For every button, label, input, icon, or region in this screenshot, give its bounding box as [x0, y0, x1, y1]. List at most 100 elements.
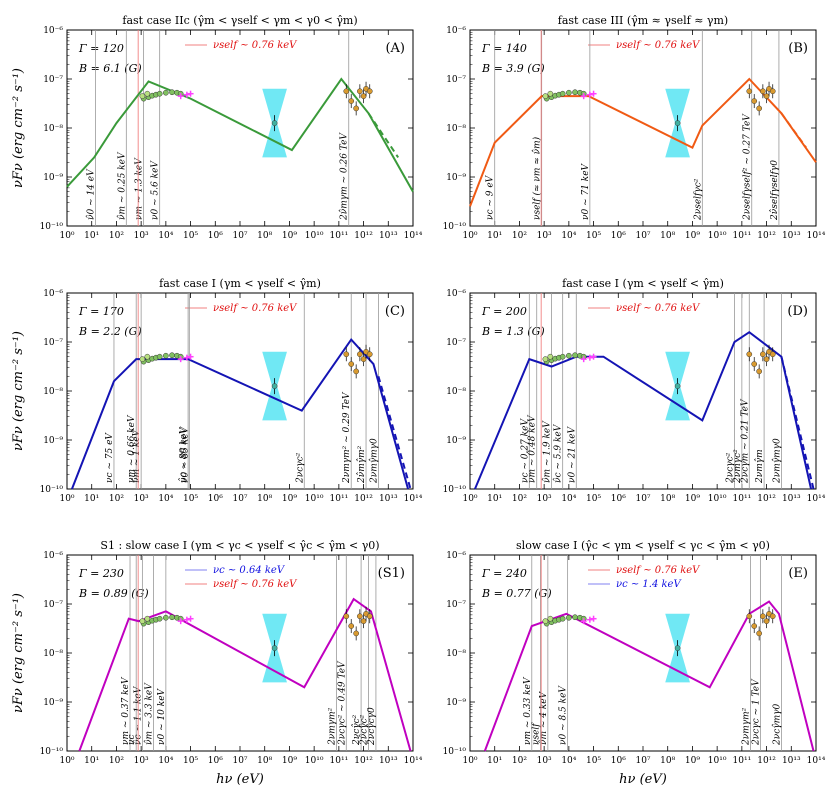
vertical-marker-label: 2νcγc² ~ 0.49 TeV: [337, 660, 347, 746]
x-tick-label: 10²: [512, 756, 527, 766]
field-label: B = 2.2 (G): [78, 325, 142, 338]
x-tick-label: 10⁶: [208, 231, 223, 241]
vertical-marker-label: ν0 ~ 71 keV: [581, 162, 591, 220]
y-tick-label: 10⁻⁷: [446, 600, 466, 610]
x-tick-label: 10⁴: [158, 494, 173, 504]
panel-letter: (D): [787, 304, 808, 319]
panel-title: fast case III (γ̂m ≈ γself ≈ γm): [558, 14, 728, 27]
x-tick-label: 10⁴: [561, 231, 576, 241]
tev-data-point: [357, 88, 363, 95]
x-tick-label: 10²: [512, 494, 527, 504]
x-tick-label: 10⁴: [158, 756, 173, 766]
panel-letter: (A): [385, 41, 405, 56]
x-tick-label: 10⁶: [611, 231, 626, 241]
x-tick-label: 10⁰: [59, 231, 74, 241]
vertical-marker-label: ν̂m ~ 1.9 keV: [542, 420, 553, 483]
optical-data-point: [547, 353, 554, 360]
x-tick-label: 10³: [134, 494, 149, 504]
vertical-marker-label: νself (≈ νm ≈ ν̂m): [532, 136, 543, 220]
vertical-marker-label: 2νcγc²: [725, 452, 735, 484]
tev-data-point: [366, 88, 373, 95]
legend-entry: νc ~ 0.64 keV: [213, 565, 286, 576]
x-tick-label: 10¹²: [354, 756, 373, 766]
model-curve-dashed: [367, 112, 400, 158]
x-tick-label: 10¹¹: [733, 494, 752, 504]
xray-data-point: [156, 353, 163, 360]
x-tick-label: 10¹³: [379, 494, 398, 504]
panel-E: 10⁰ 10¹ 10² 10³ 10⁴ 10⁵ 10⁶ 10⁷ 10⁸ 10⁹ 10¹⁰ 10¹¹ 10…: [443, 539, 826, 787]
y-tick-label: 10⁻⁶: [43, 289, 63, 299]
xray-data-point: [572, 89, 578, 96]
x-tick-label: 10³: [537, 756, 552, 766]
vertical-marker-label: νc: [127, 734, 137, 745]
x-tick-label: 10¹: [487, 756, 502, 766]
vertical-marker-label: 2ν̂selfγselfγ0: [769, 160, 780, 221]
y-tick-label: 10⁻⁹: [43, 436, 63, 446]
optical-data-point: [542, 618, 549, 625]
y-tick-label: 10⁻¹⁰: [443, 747, 467, 757]
x-tick-label: 10⁵: [586, 756, 601, 766]
x-tick-label: 10⁷: [635, 494, 650, 504]
vertical-marker-label: ν̂m ~ 4 keV: [538, 690, 549, 745]
vertical-marker-label: 2ν̂mγm ~ 0.26 TeV: [339, 132, 350, 221]
vertical-marker-label: ν̂m ~ 1 keV: [131, 428, 142, 483]
field-label: B = 3.9 (G): [481, 62, 545, 75]
fermi-data-point: [271, 645, 278, 651]
tev-data-point: [343, 88, 350, 95]
optical-data-point: [542, 93, 549, 100]
vertical-marker-label: 2νcγ̂mγ0: [771, 703, 782, 746]
tev-data-point: [751, 623, 758, 629]
optical-data-point: [139, 93, 146, 100]
tev-data-point: [343, 351, 350, 358]
fermi-data-point: [271, 383, 278, 389]
tev-data-point: [763, 356, 770, 362]
x-tick-label: 10¹⁰: [305, 494, 324, 504]
tev-data-point: [760, 88, 766, 95]
x-tick-label: 10³: [537, 231, 552, 241]
x-tick-label: 10¹³: [379, 756, 398, 766]
panel-title: fast case IIc (γ̂m < γself < γm < γ0 < γ…: [122, 14, 357, 27]
vertical-marker-label: 2νselfγc²: [693, 178, 703, 221]
vertical-marker-label: νm ~ 1.3 keV: [135, 157, 145, 220]
tev-data-point: [357, 351, 363, 358]
y-axis-label: νFν (erg cm⁻² s⁻¹): [11, 331, 26, 451]
tev-data-point: [343, 613, 350, 620]
optical-data-point: [144, 353, 151, 360]
vertical-marker-label: νm ~ 0.37 keV: [121, 676, 131, 745]
vertical-marker-label: 2νmγc²: [733, 449, 743, 484]
x-tick-label: 10²: [109, 756, 124, 766]
x-tick-label: 10¹³: [782, 756, 801, 766]
x-tick-label: 10⁴: [158, 231, 173, 241]
xray-data-point: [566, 89, 572, 96]
x-tick-label: 10⁸: [257, 231, 272, 241]
vertical-marker-label: ν0 ~ 21 keV: [567, 425, 577, 483]
y-tick-label: 10⁻⁸: [43, 649, 63, 659]
vertical-marker-label: 2νselfγself² ~ 0.27 TeV: [743, 113, 753, 221]
y-tick-label: 10⁻¹⁰: [443, 222, 467, 232]
x-tick-label: 10⁰: [59, 494, 74, 504]
x-tick-label: 10⁴: [561, 494, 576, 504]
plot-frame: [469, 29, 817, 227]
x-tick-label: 10⁶: [208, 756, 223, 766]
tev-data-point: [366, 613, 373, 620]
x-tick-label: 10³: [134, 231, 149, 241]
x-tick-label: 10¹²: [354, 231, 373, 241]
tev-data-point: [348, 623, 355, 629]
vertical-marker-label: 2ν̂mγ̂m²: [356, 445, 367, 484]
y-tick-label: 10⁻⁹: [446, 173, 466, 183]
panel-C: 10⁰ 10¹ 10² 10³ 10⁴ 10⁵ 10⁶ 10⁷ 10⁸ 10⁹ 10¹⁰ 10¹¹ 10…: [11, 277, 423, 504]
x-tick-label: 10¹: [84, 494, 99, 504]
y-tick-label: 10⁻¹⁰: [40, 747, 64, 757]
optical-data-point: [144, 615, 151, 622]
x-tick-label: 10¹: [487, 494, 502, 504]
x-tick-label: 10⁹: [282, 494, 297, 504]
y-tick-label: 10⁻⁷: [446, 338, 466, 348]
tev-data-point: [763, 618, 770, 625]
tev-data-point: [366, 351, 373, 358]
panel-letter: (E): [788, 566, 808, 581]
vertical-marker-label: ν0 ~ 85 keV: [180, 425, 190, 483]
x-tick-label: 10¹⁰: [708, 231, 727, 241]
x-tick-label: 10²: [109, 494, 124, 504]
optical-data-point: [547, 615, 554, 622]
xray-data-point: [156, 90, 163, 97]
